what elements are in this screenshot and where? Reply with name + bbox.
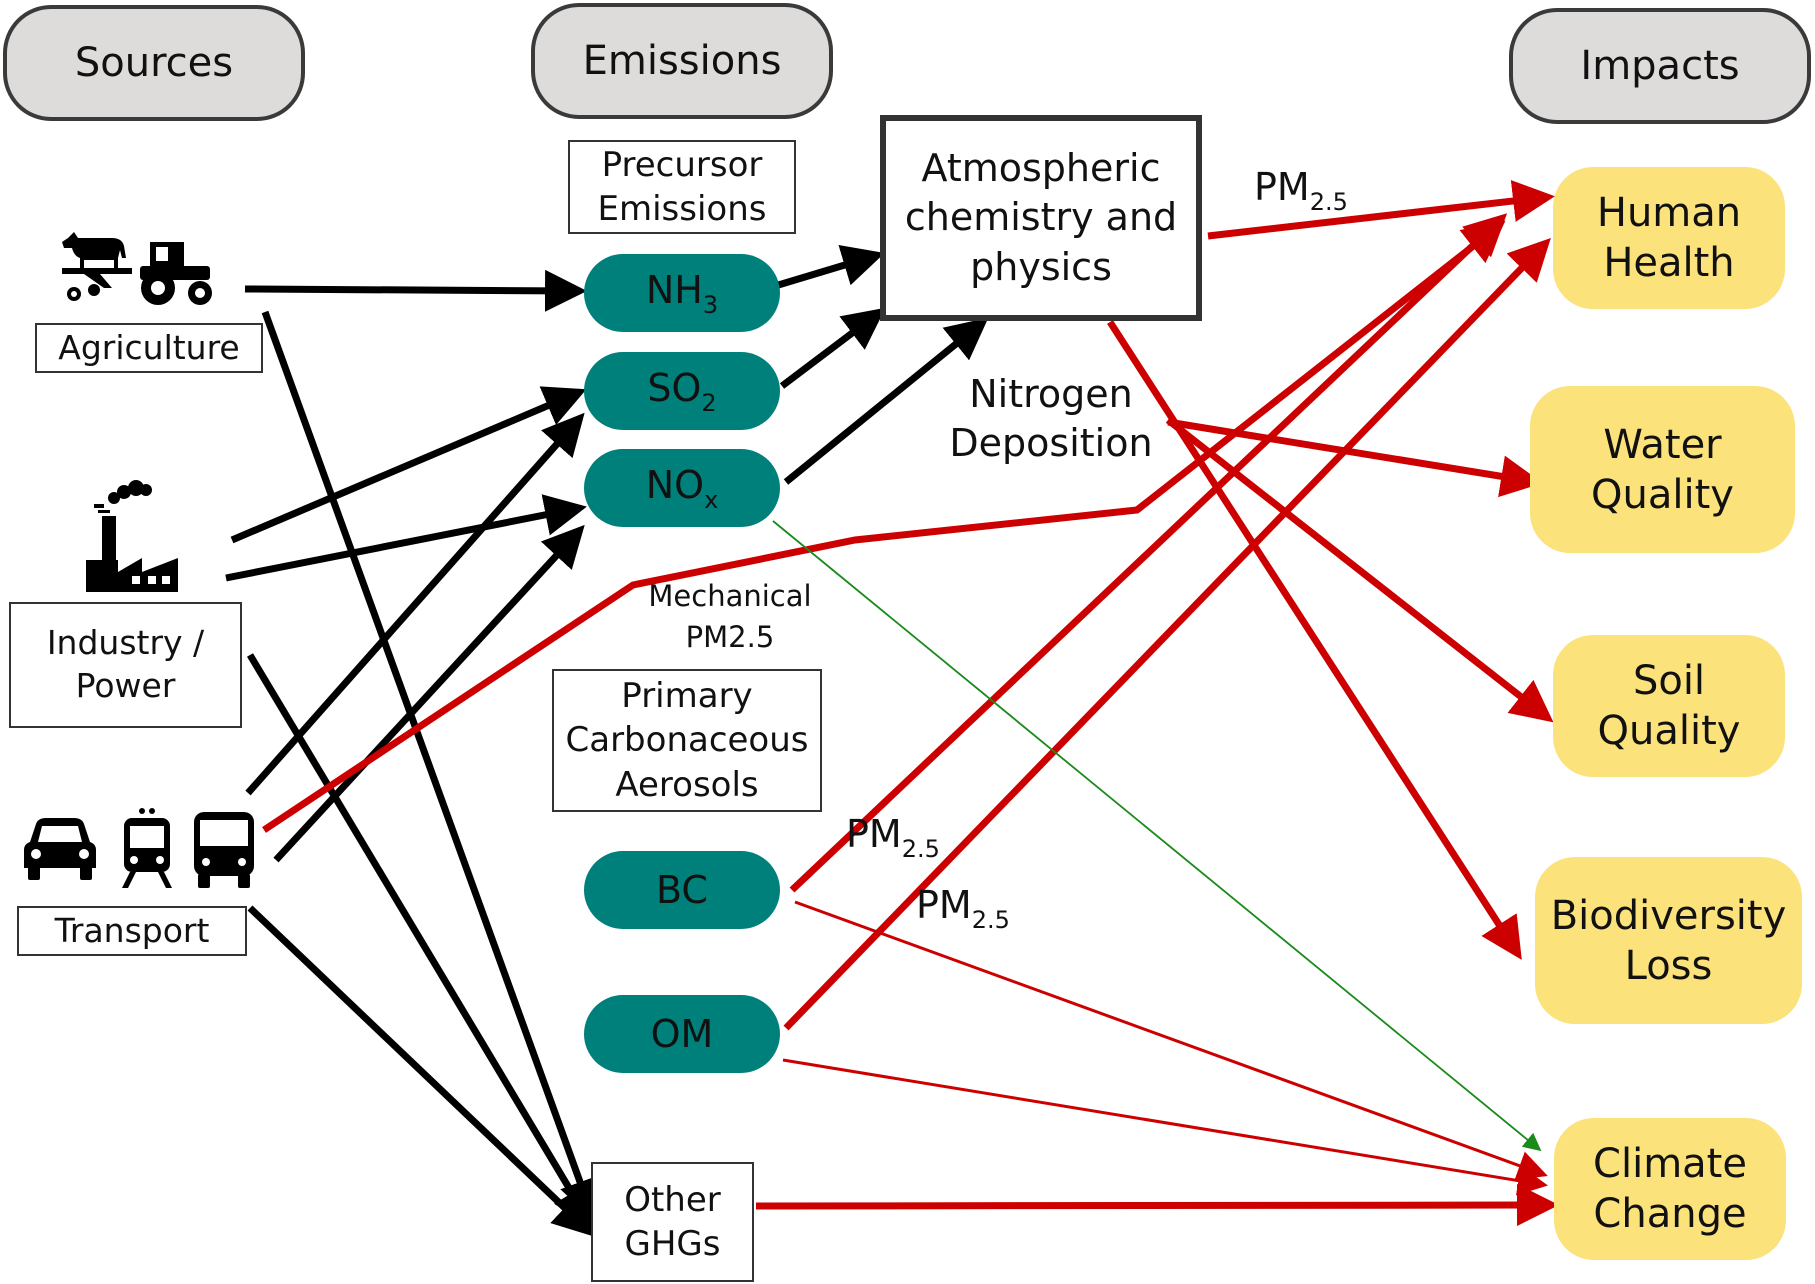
arrow-so2-atmos: [779, 307, 886, 389]
arrow-bc-climate: [794, 900, 1548, 1180]
pill-om: OM: [584, 995, 780, 1073]
pm25-om-sub: 2.5: [971, 906, 1010, 934]
header-impacts: Impacts: [1509, 8, 1811, 124]
arrow-ghg-climate: [755, 1184, 1559, 1227]
impact-soil-quality-label: Soil Quality: [1597, 658, 1741, 754]
pm25-label-om: PM2.5: [916, 883, 1010, 934]
pill-bc: BC: [584, 851, 780, 929]
header-emissions: Emissions: [531, 3, 833, 119]
arrow-transport-so2: [245, 412, 585, 796]
nox-base: NO: [645, 462, 705, 507]
atmos-chemistry-label: Atmospheric chemistry and physics: [904, 145, 1178, 289]
pm25-label-health: PM2.5: [1254, 165, 1348, 216]
nitrogen-deposition-text: Nitrogen Deposition: [949, 372, 1153, 466]
pm25-health-sub: 2.5: [1309, 188, 1348, 216]
mechanical-pm-label: Mechanical PM2.5: [640, 576, 820, 657]
nox-label: NOx: [646, 463, 719, 514]
car-icon: [24, 818, 96, 880]
arrow-agriculture-nh3: [244, 269, 587, 312]
arrow-agriculture-ghg: [261, 310, 600, 1222]
pm25-label-bc: PM2.5: [846, 812, 940, 863]
arrow-om-health: [783, 237, 1551, 1031]
other-ghgs-label: Other GHGs: [624, 1179, 721, 1264]
nh3-label: NH3: [646, 268, 718, 319]
arrow-nh3-atmos: [773, 244, 885, 290]
precursor-emissions-box: Precursor Emissions: [568, 140, 796, 234]
arrow-atmos-water: [1167, 418, 1543, 498]
tractor-icon: [62, 242, 212, 305]
source-transport-label: Transport: [54, 910, 210, 950]
arrow-industry-ghg: [246, 653, 594, 1230]
arrow-atmos-health: [1207, 180, 1555, 240]
impact-climate-change-label: Climate Change: [1593, 1141, 1747, 1237]
arrow-atmos-soil: [1165, 417, 1554, 723]
train-icon: [122, 808, 172, 888]
pm25-om-base: PM: [916, 883, 972, 927]
arrow-transport-mechanical-health: [262, 220, 1506, 833]
arrow-transport-nox: [273, 524, 585, 863]
mechanical-pm-text: Mechanical PM2.5: [648, 579, 812, 654]
impact-climate-change: Climate Change: [1554, 1118, 1786, 1260]
pm25-bc-base: PM: [846, 812, 902, 856]
arrow-industry-nox: [225, 494, 587, 582]
arrow-nox-atmos: [783, 317, 989, 485]
header-impacts-label: Impacts: [1580, 43, 1740, 89]
bc-label: BC: [656, 868, 708, 912]
source-industry-label: Industry / Power: [46, 623, 205, 705]
impact-water-quality: Water Quality: [1530, 386, 1795, 553]
impact-human-health: Human Health: [1553, 167, 1785, 309]
arrow-atmos-biodiversity: [1107, 320, 1522, 960]
source-agriculture-label: Agriculture: [58, 327, 240, 367]
arrow-transport-ghg: [247, 905, 596, 1237]
impact-soil-quality: Soil Quality: [1553, 635, 1785, 777]
source-industry: Industry / Power: [9, 602, 242, 728]
source-transport: Transport: [17, 906, 247, 956]
pill-nh3: NH3: [584, 254, 780, 332]
nh3-sub: 3: [702, 290, 719, 319]
pm25-health-base: PM: [1254, 165, 1310, 209]
pm25-bc-sub: 2.5: [901, 835, 940, 863]
other-ghgs-box: Other GHGs: [591, 1162, 754, 1282]
pill-so2: SO2: [584, 352, 780, 430]
source-agriculture: Agriculture: [35, 323, 263, 373]
primary-carbonaceous-box: Primary Carbonaceous Aerosols: [552, 669, 822, 812]
arrow-nox-climate: [772, 520, 1542, 1152]
arrow-industry-so2: [230, 386, 587, 544]
impact-human-health-label: Human Health: [1596, 190, 1742, 286]
arrow-bc-health: [789, 213, 1508, 893]
impact-water-quality-label: Water Quality: [1591, 421, 1734, 518]
so2-label: SO2: [647, 366, 716, 417]
pill-nox: NOx: [584, 449, 780, 527]
nox-sub: x: [704, 485, 719, 514]
arrow-om-climate: [782, 1058, 1548, 1196]
impact-biodiversity-loss: Biodiversity Loss: [1535, 857, 1802, 1024]
primary-carbonaceous-label: Primary Carbonaceous Aerosols: [565, 676, 809, 805]
header-sources-label: Sources: [74, 40, 234, 86]
nitrogen-deposition-label: Nitrogen Deposition: [940, 370, 1162, 469]
factory-icon: [86, 480, 178, 592]
impact-biodiversity-loss-label: Biodiversity Loss: [1550, 892, 1787, 989]
atmos-chemistry-box: Atmospheric chemistry and physics: [880, 115, 1202, 321]
so2-base: SO: [647, 365, 702, 410]
nh3-base: NH: [645, 267, 703, 312]
header-sources: Sources: [3, 5, 305, 121]
header-emissions-label: Emissions: [582, 38, 782, 84]
precursor-emissions-label: Precursor Emissions: [597, 144, 767, 229]
so2-sub: 2: [701, 388, 717, 417]
om-label: OM: [650, 1012, 714, 1056]
cow-icon: [62, 232, 126, 272]
bus-icon: [194, 812, 254, 888]
